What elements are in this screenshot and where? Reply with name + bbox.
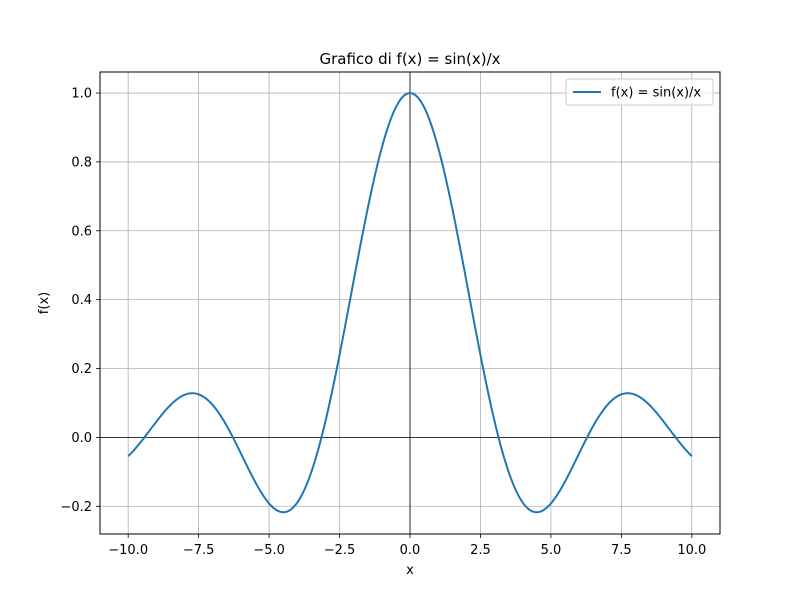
y-tick-label: 0.4 — [71, 293, 92, 308]
x-tick-label: −7.5 — [183, 543, 215, 558]
x-tick-label: 7.5 — [611, 543, 632, 558]
chart-title: Grafico di f(x) = sin(x)/x — [319, 50, 500, 68]
legend-box — [565, 78, 714, 106]
y-tick-label: −0.2 — [60, 500, 92, 515]
x-tick-label: −10.0 — [108, 543, 148, 558]
legend: f(x) = sin(x)/x — [565, 78, 714, 106]
x-tick-label: −2.5 — [324, 543, 356, 558]
y-axis-label: f(x) — [37, 292, 52, 314]
reference-lines — [100, 72, 720, 534]
x-tick-label: 0.0 — [400, 543, 421, 558]
series-line-0 — [127, 92, 693, 514]
y-tick-label: 0.8 — [71, 155, 92, 170]
legend-label: f(x) = sin(x)/x — [611, 86, 701, 101]
x-tick-label: 5.0 — [541, 543, 562, 558]
x-axis-ticks: −10.0 −7.5 −5.0 −2.5 0.0 2.5 5.0 7.5 10.0 — [108, 534, 706, 558]
y-tick-label: 0.2 — [71, 362, 92, 377]
y-tick-label: 1.0 — [71, 87, 92, 102]
series-layer — [127, 92, 693, 514]
x-axis-label: x — [406, 563, 414, 578]
y-axis-ticks: −0.2 0.0 0.2 0.4 0.6 0.8 1.0 — [60, 87, 100, 515]
x-tick-label: 2.5 — [470, 543, 491, 558]
x-tick-label: −5.0 — [253, 543, 285, 558]
x-tick-label: 10.0 — [677, 543, 706, 558]
y-tick-label: 0.0 — [71, 431, 92, 446]
y-tick-label: 0.6 — [71, 224, 92, 239]
